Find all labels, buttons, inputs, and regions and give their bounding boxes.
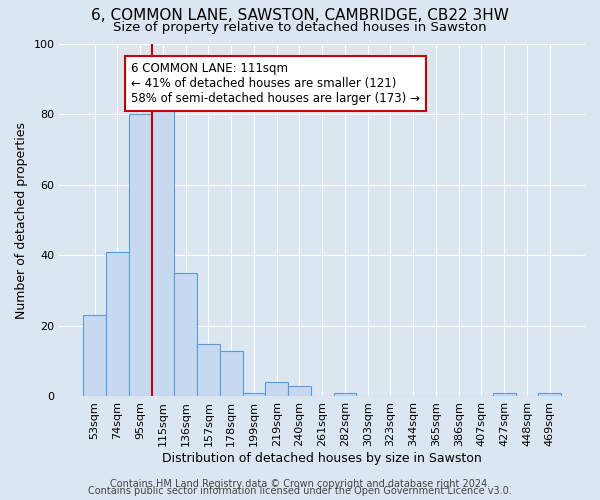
Text: 6, COMMON LANE, SAWSTON, CAMBRIDGE, CB22 3HW: 6, COMMON LANE, SAWSTON, CAMBRIDGE, CB22…: [91, 8, 509, 22]
Text: Contains HM Land Registry data © Crown copyright and database right 2024.: Contains HM Land Registry data © Crown c…: [110, 479, 490, 489]
Text: Contains public sector information licensed under the Open Government Licence v3: Contains public sector information licen…: [88, 486, 512, 496]
Bar: [334, 393, 356, 396]
Bar: [83, 316, 106, 396]
Bar: [106, 252, 129, 396]
Bar: [493, 393, 515, 396]
Y-axis label: Number of detached properties: Number of detached properties: [15, 122, 28, 318]
Bar: [197, 344, 220, 396]
Bar: [288, 386, 311, 396]
Bar: [129, 114, 152, 396]
Text: Size of property relative to detached houses in Sawston: Size of property relative to detached ho…: [113, 21, 487, 34]
Bar: [175, 273, 197, 396]
Text: 6 COMMON LANE: 111sqm
← 41% of detached houses are smaller (121)
58% of semi-det: 6 COMMON LANE: 111sqm ← 41% of detached …: [131, 62, 420, 104]
Bar: [265, 382, 288, 396]
Bar: [242, 393, 265, 396]
Bar: [152, 100, 175, 397]
Bar: [538, 393, 561, 396]
Bar: [220, 350, 242, 397]
X-axis label: Distribution of detached houses by size in Sawston: Distribution of detached houses by size …: [163, 452, 482, 465]
